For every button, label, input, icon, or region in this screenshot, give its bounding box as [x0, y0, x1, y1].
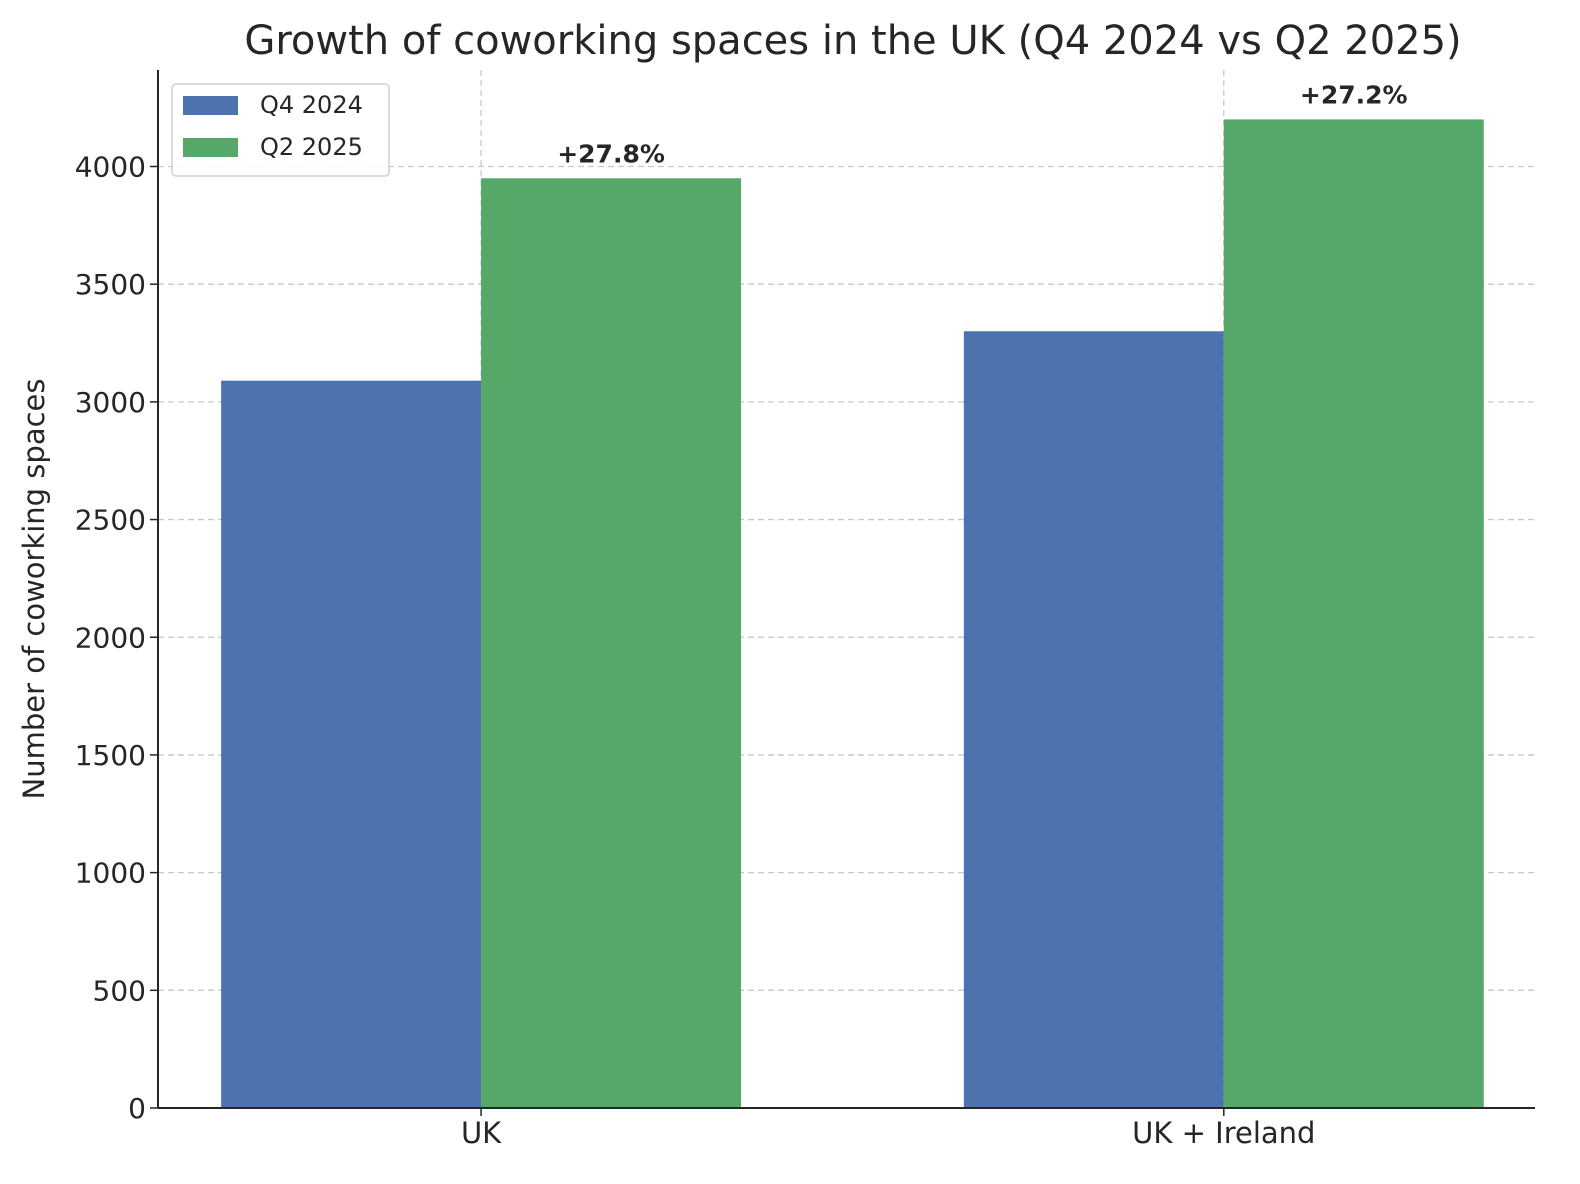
y-tick-label: 1000 — [75, 857, 146, 890]
x-tick-label: UK — [461, 1116, 502, 1150]
bar-q4-2024-uk-ireland — [963, 331, 1224, 1108]
y-tick-label: 3000 — [75, 386, 146, 419]
x-tick-label: UK + Ireland — [1132, 1116, 1315, 1150]
bars — [221, 119, 1484, 1109]
y-tick-label: 2500 — [75, 504, 146, 537]
annotations: +27.8% +27.2% — [557, 80, 1407, 168]
y-tick-label: 2000 — [75, 621, 146, 654]
legend-label: Q2 2025 — [260, 133, 363, 161]
y-tick-label: 500 — [93, 974, 146, 1007]
y-tick-label: 3500 — [75, 268, 146, 301]
growth-annotation: +27.8% — [557, 139, 665, 168]
bar-q2-2025-uk — [481, 178, 742, 1109]
legend-label: Q4 2024 — [260, 91, 363, 119]
growth-annotation: +27.2% — [1300, 80, 1408, 109]
bar-q4-2024-uk — [221, 380, 482, 1109]
bar-q2-2025-uk-ireland — [1223, 119, 1484, 1108]
legend-swatch — [183, 138, 238, 157]
y-tick-label: 0 — [128, 1092, 146, 1125]
legend: Q4 2024 Q2 2025 — [171, 83, 390, 177]
legend-swatch — [183, 96, 238, 115]
y-axis-label: Number of coworking spaces — [17, 379, 51, 800]
y-tick-label: 4000 — [75, 151, 146, 184]
chart-title: Growth of coworking spaces in the UK (Q4… — [244, 18, 1461, 64]
axes: 0 500 1000 1500 2000 2500 3000 3500 4000 UK UK + I… — [75, 70, 1535, 1150]
y-tick-label: 1500 — [75, 739, 146, 772]
